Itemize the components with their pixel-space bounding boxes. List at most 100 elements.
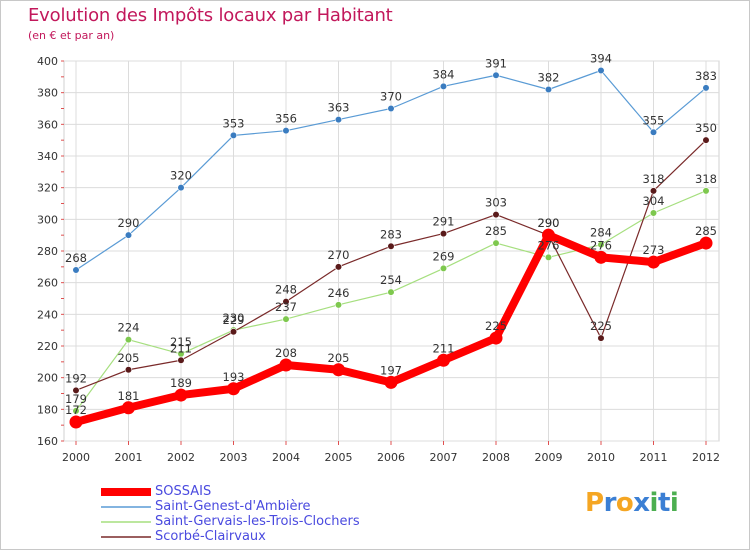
data-label: 225 bbox=[485, 319, 507, 333]
data-point bbox=[387, 288, 395, 296]
data-point bbox=[279, 358, 293, 372]
data-point bbox=[492, 239, 500, 247]
data-label: 205 bbox=[118, 351, 140, 365]
data-point bbox=[649, 128, 658, 136]
y-tick-label: 320 bbox=[37, 182, 58, 195]
data-point bbox=[542, 228, 555, 242]
data-label: 382 bbox=[538, 71, 560, 85]
data-label: 181 bbox=[118, 389, 140, 403]
y-tick-label: 280 bbox=[37, 245, 58, 258]
data-point bbox=[699, 236, 713, 250]
data-label: 391 bbox=[485, 56, 507, 70]
data-label: 193 bbox=[223, 370, 245, 384]
logo-letter: i bbox=[649, 488, 659, 518]
data-point bbox=[174, 388, 188, 402]
data-label: 285 bbox=[485, 224, 507, 238]
data-point bbox=[597, 334, 605, 342]
data-point bbox=[387, 104, 395, 113]
data-point bbox=[544, 253, 553, 261]
data-label: 276 bbox=[538, 238, 560, 252]
y-tick-label: 220 bbox=[37, 340, 58, 353]
data-point bbox=[649, 209, 658, 217]
data-point bbox=[647, 255, 660, 269]
x-tick-label: 2011 bbox=[640, 451, 668, 464]
data-label: 290 bbox=[538, 216, 560, 230]
data-point bbox=[594, 250, 608, 264]
data-point bbox=[122, 401, 135, 415]
data-label: 246 bbox=[328, 286, 350, 300]
data-point bbox=[334, 301, 343, 309]
data-label: 254 bbox=[380, 273, 402, 287]
data-point bbox=[177, 356, 185, 364]
x-tick-label: 2000 bbox=[62, 451, 90, 464]
data-label: 318 bbox=[643, 172, 665, 186]
data-label: 192 bbox=[65, 371, 87, 385]
y-tick-label: 340 bbox=[37, 150, 58, 163]
x-tick-label: 2010 bbox=[587, 451, 615, 464]
data-point bbox=[489, 331, 503, 345]
data-point bbox=[72, 407, 80, 415]
data-point bbox=[177, 184, 185, 192]
legend-swatch-saint-gervais bbox=[101, 521, 151, 523]
data-point bbox=[124, 231, 133, 239]
x-tick-label: 2003 bbox=[220, 451, 248, 464]
data-point bbox=[492, 210, 500, 219]
data-point bbox=[282, 298, 290, 306]
x-tick-label: 2007 bbox=[430, 451, 458, 464]
x-tick-label: 2001 bbox=[115, 451, 143, 464]
data-point bbox=[439, 229, 448, 238]
data-label: 197 bbox=[380, 363, 402, 377]
proxiti-logo: Proxiti bbox=[585, 488, 679, 518]
data-label: 211 bbox=[433, 341, 455, 355]
data-label: 276 bbox=[590, 238, 612, 252]
data-label: 283 bbox=[380, 227, 402, 241]
y-tick-label: 200 bbox=[37, 372, 58, 385]
data-point bbox=[72, 266, 80, 274]
data-point bbox=[702, 84, 710, 92]
logo-letter: o bbox=[615, 488, 634, 518]
logo-letter: r bbox=[603, 488, 617, 518]
x-tick-label: 2006 bbox=[377, 451, 405, 464]
data-point bbox=[439, 264, 448, 273]
chart-title: Evolution des Impôts locaux par Habitant bbox=[28, 5, 393, 26]
data-point bbox=[229, 328, 238, 336]
data-label: 384 bbox=[433, 67, 455, 81]
data-point bbox=[334, 263, 343, 271]
line-chart: 160 180 200 220 240 260 280 300 320 340 360 380 400 2… bbox=[37, 52, 720, 465]
x-tick-label: 2002 bbox=[167, 451, 195, 464]
data-label: 224 bbox=[118, 321, 140, 335]
data-point bbox=[384, 375, 398, 389]
legend-label-sossais: SOSSAIS bbox=[155, 484, 212, 499]
data-point bbox=[544, 85, 553, 94]
data-point bbox=[124, 336, 133, 344]
y-tick-label: 400 bbox=[37, 55, 58, 68]
data-label: 268 bbox=[65, 251, 87, 265]
data-label: 172 bbox=[65, 403, 87, 417]
data-label: 237 bbox=[275, 300, 297, 314]
data-label-layer: 172 181 189 193 208 205 197 211 225 290 276 273 285 2… bbox=[65, 52, 717, 418]
y-tick-label: 300 bbox=[37, 213, 58, 226]
data-label: 303 bbox=[485, 196, 507, 210]
data-label: 290 bbox=[538, 216, 560, 230]
data-label: 269 bbox=[433, 249, 455, 263]
data-point bbox=[282, 315, 290, 323]
logo-letter: t bbox=[657, 488, 670, 518]
y-tick-label: 260 bbox=[37, 277, 58, 290]
y-tick-label: 240 bbox=[37, 308, 58, 321]
data-label: 211 bbox=[170, 341, 192, 355]
y-tick-label: 380 bbox=[37, 87, 58, 100]
data-point bbox=[387, 242, 395, 250]
logo-letter: x bbox=[633, 488, 650, 518]
data-label: 394 bbox=[590, 52, 612, 66]
data-point bbox=[492, 71, 500, 79]
data-point bbox=[597, 241, 605, 249]
data-point bbox=[702, 136, 710, 144]
data-point bbox=[69, 415, 83, 429]
logo-letter: i bbox=[669, 488, 679, 518]
data-label: 215 bbox=[170, 335, 192, 349]
data-label: 270 bbox=[328, 248, 350, 262]
legend-label-saint-genest: Saint-Genest-d'Ambière bbox=[155, 499, 311, 514]
data-label: 353 bbox=[223, 116, 245, 130]
y-tick-label: 160 bbox=[37, 435, 58, 448]
